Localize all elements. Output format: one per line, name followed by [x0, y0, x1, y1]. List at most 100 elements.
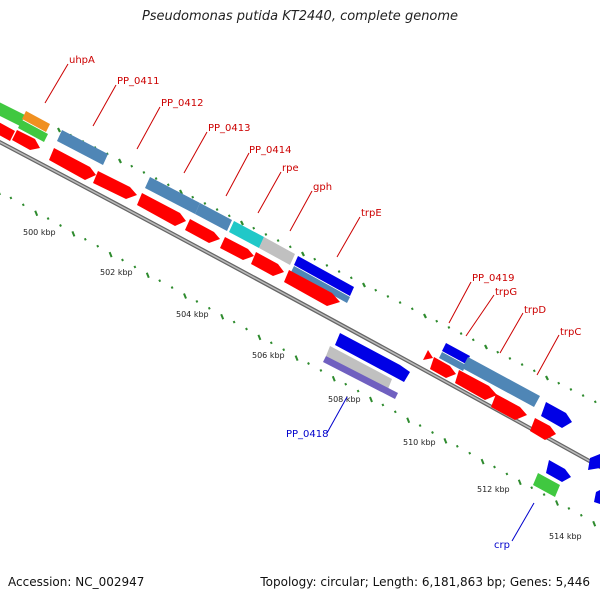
tick-mark [406, 417, 411, 424]
gene-block-blue [594, 490, 600, 504]
tick-mark [313, 257, 317, 261]
gene-block-red [530, 418, 556, 440]
tick-mark [496, 350, 500, 354]
tick-mark [508, 356, 512, 360]
tick-mark [142, 170, 146, 174]
gene-label-PP_0419: PP_0419 [472, 273, 515, 284]
tick-mark [530, 486, 534, 490]
tick-layer [0, 127, 597, 527]
tick-label: 504 kbp [176, 310, 209, 319]
gene-label-trpE: trpE [361, 208, 382, 219]
tick-mark [410, 307, 414, 311]
tick-mark [118, 158, 122, 164]
tick-mark [203, 201, 207, 205]
tick-mark [517, 479, 522, 486]
feature-layer [0, 102, 600, 504]
tick-mark [545, 375, 549, 381]
tick-mark [96, 244, 100, 248]
tick-mark [386, 294, 390, 298]
gene-block-blue [294, 256, 354, 296]
gene-label-PP_0411: PP_0411 [117, 76, 160, 87]
tick-mark [542, 493, 546, 497]
tick-label: 508 kbp [328, 395, 361, 404]
tick-mark [557, 381, 561, 385]
tick-mark [532, 369, 536, 373]
tick-mark [555, 500, 559, 506]
tick-mark [471, 338, 475, 342]
gene-block-red [284, 270, 340, 306]
genome-backbone-outer [0, 140, 600, 470]
tick-mark [121, 258, 124, 262]
tick-mark [349, 276, 353, 280]
gene-block-red [137, 193, 186, 226]
gene-block-red [0, 122, 15, 141]
gene-block-red [251, 252, 284, 276]
gene-block-green [0, 102, 25, 126]
tick-mark [581, 394, 585, 398]
gene-block-purple [323, 356, 398, 399]
gene-label-trpG: trpG [495, 287, 517, 298]
tick-mark [567, 506, 571, 510]
tick-mark [166, 183, 170, 187]
gene-block-red [455, 370, 497, 400]
tick-label: 506 kbp [252, 351, 285, 360]
gene-block-green [533, 473, 560, 497]
gene-label-PP_0412: PP_0412 [161, 98, 204, 109]
gene-block-steel [195, 203, 232, 231]
tick-mark [505, 472, 509, 476]
gene-block-steel [57, 130, 108, 165]
tick-mark [34, 210, 39, 217]
gene-block-blue [541, 402, 572, 428]
gene-label-crp: crp [494, 540, 510, 551]
tick-mark [418, 424, 422, 428]
tick-mark [301, 251, 305, 257]
gene-block-blue [588, 454, 600, 470]
gene-block-blue [442, 343, 470, 364]
tick-mark [381, 403, 385, 407]
gene-label-PP_0413: PP_0413 [208, 123, 251, 134]
gene-block-gray [326, 346, 392, 389]
gene-label-trpC: trpC [560, 327, 581, 338]
tick-mark [215, 208, 219, 212]
gene-labels: uhpA PP_0411 PP_0412 PP_0413 PP_0414 rpe… [44, 55, 581, 551]
gene-label-gph: gph [313, 182, 332, 193]
tick-mark [57, 127, 61, 133]
gene-block-steel [462, 357, 540, 407]
tick-label: 502 kbp [100, 268, 133, 277]
tick-mark [493, 465, 496, 469]
tick-mark [71, 231, 76, 237]
gene-block-blue [546, 460, 571, 482]
tick-mark [21, 203, 25, 207]
tick-mark [579, 513, 583, 517]
gene-block-red [93, 171, 137, 199]
gene-label-PP_0414: PP_0414 [249, 145, 292, 156]
tick-mark [569, 387, 573, 391]
gene-label-PP_0418: PP_0418 [286, 429, 329, 440]
gene-block-steel [145, 177, 200, 214]
gene-block-red [12, 130, 40, 150]
tick-mark [133, 265, 137, 269]
tick-mark [158, 279, 162, 283]
tick-mark [288, 245, 292, 249]
gene-block-red [49, 148, 96, 180]
tick-mark [269, 341, 273, 345]
tick-mark [257, 334, 262, 341]
tick-mark [431, 431, 434, 434]
gene-block-red [220, 237, 254, 260]
gene-block-cyan [229, 221, 264, 248]
tick-mark [443, 438, 448, 444]
gene-block-blue [335, 333, 410, 382]
tick-mark [480, 458, 485, 465]
tick-mark [393, 410, 397, 414]
gene-label-rpe: rpe [282, 163, 299, 174]
tick-mark [319, 368, 323, 372]
tick-mark [325, 263, 329, 267]
tick-mark [282, 348, 286, 352]
tick-mark [46, 217, 50, 221]
gene-block-red [430, 357, 456, 378]
tick-mark [145, 272, 150, 279]
gene-block-steel [291, 266, 350, 303]
tick-mark [331, 375, 336, 382]
tick-mark [362, 282, 366, 288]
